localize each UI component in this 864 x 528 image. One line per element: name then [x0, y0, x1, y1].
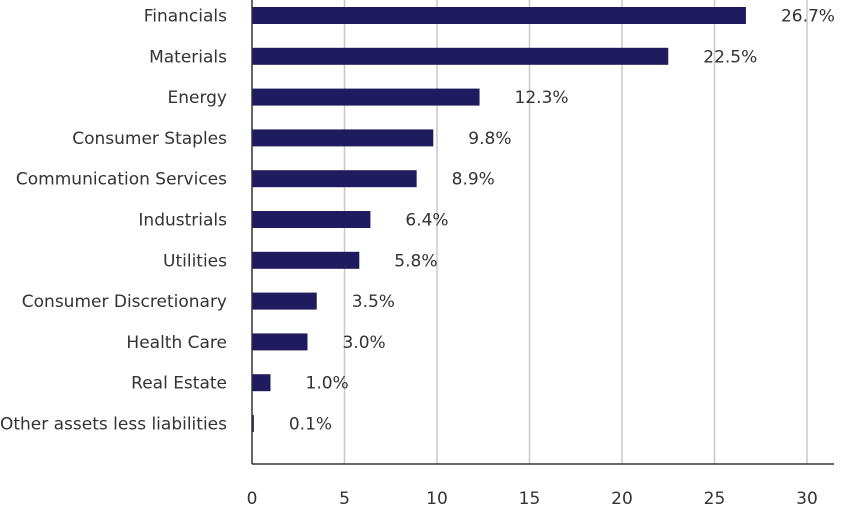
bar-health-care [252, 333, 308, 351]
category-label: Financials [144, 7, 227, 27]
category-label: Communication Services [16, 170, 227, 190]
grid-layer [343, 0, 808, 464]
category-label: Utilities [163, 251, 227, 271]
bar-real-estate [252, 374, 271, 392]
bar-industrials [252, 211, 371, 228]
bar-materials [252, 47, 669, 65]
bar-utilities [252, 251, 360, 269]
category-label: Real Estate [131, 374, 227, 394]
bar-layer [252, 7, 746, 432]
category-label: Other assets less liabilities [0, 415, 227, 435]
bar-other-assets-less-liabilities [252, 415, 254, 432]
label-layer: 0 5 10 15 20 25 30 Financials 26.7% Materials 22.5… [0, 7, 835, 510]
bar-consumer-discretionary [252, 292, 317, 310]
x-tick-label-20: 20 [611, 489, 633, 509]
category-label: Materials [149, 47, 227, 67]
x-tick-label-0: 0 [247, 489, 258, 509]
value-label: 8.9% [452, 170, 495, 190]
value-label: 0.1% [289, 415, 332, 435]
x-tick-label-25: 25 [704, 489, 726, 509]
category-label: Consumer Discretionary [22, 292, 227, 312]
value-label: 12.3% [515, 88, 569, 108]
category-label: Health Care [126, 333, 227, 353]
bar-consumer-staples [252, 129, 434, 147]
axis-layer [251, 0, 834, 465]
value-label: 9.8% [468, 129, 511, 149]
category-label: Industrials [138, 211, 227, 231]
value-label: 6.4% [405, 211, 448, 231]
x-tick-label-10: 10 [426, 489, 448, 509]
value-label: 3.0% [343, 333, 386, 353]
value-label: 26.7% [781, 7, 835, 27]
x-tick-label-15: 15 [519, 489, 541, 509]
value-label: 5.8% [394, 251, 437, 271]
bar-energy [252, 88, 480, 106]
category-label: Consumer Staples [72, 129, 227, 149]
bar-financials [252, 7, 746, 24]
x-tick-label-30: 30 [796, 489, 818, 509]
value-label: 22.5% [703, 47, 757, 67]
bar-communication-services [252, 170, 417, 188]
value-label: 3.5% [352, 292, 395, 312]
value-label: 1.0% [306, 374, 349, 394]
category-label: Energy [167, 88, 227, 108]
x-tick-label-5: 5 [339, 489, 350, 509]
